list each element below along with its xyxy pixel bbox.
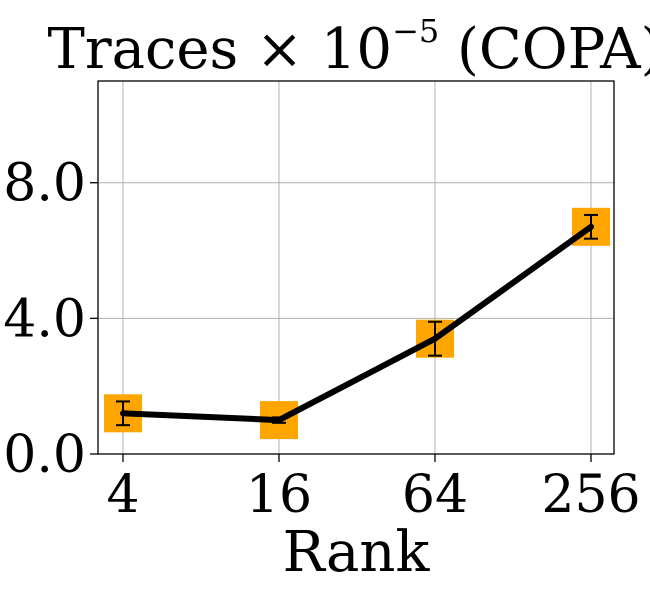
data-marks [104, 207, 610, 440]
plot-frame [97, 80, 615, 455]
y-tick-label: 8.0 [3, 154, 86, 214]
chart-title-suffix: (COPA) [439, 17, 650, 82]
x-tick-label: 64 [402, 465, 468, 525]
y-tick-label: 4.0 [3, 289, 86, 349]
x-tick-label: 256 [541, 465, 640, 525]
series-line [120, 223, 594, 424]
x-tick-label: 16 [246, 465, 312, 525]
chart-title-exponent: −5 [392, 12, 439, 50]
x-tick-label: 4 [106, 465, 139, 525]
y-tick-label: 0.0 [3, 425, 86, 485]
chart-title: Traces × 10−5 (COPA) [48, 12, 650, 82]
x-axis-label: Rank [283, 520, 431, 585]
chart-title-main: Traces × 10 [48, 17, 393, 82]
axis-ticks: 4 16 64 256 0.0 4.0 8.0 [3, 154, 640, 525]
